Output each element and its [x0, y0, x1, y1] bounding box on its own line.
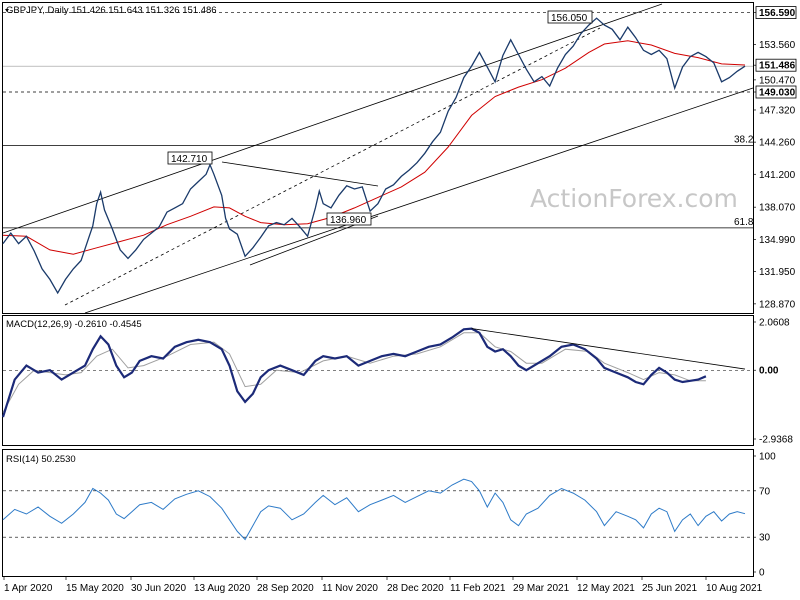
- watermark: ActionForex.com: [530, 184, 738, 213]
- rsi-tick-label-0: 0: [759, 568, 765, 579]
- channel-upper-line: [2, 3, 663, 234]
- channel-lower-line: [84, 87, 754, 314]
- price-tick-label-141.200: 141.200: [759, 170, 796, 181]
- annotation-label-142.710: 142.710: [171, 154, 208, 165]
- x-axis: 1 Apr 2020 15 May 2020 30 Jun 2020 13 Aug 2…: [3, 576, 763, 594]
- moving-average-line: [2, 40, 746, 255]
- x-tick-label-6: 28 Dec 2020: [387, 583, 444, 594]
- macd-panel-title: MACD(12,26,9) -0.2610 -0.4545: [6, 319, 142, 330]
- x-tick-label-10: 25 Jun 2021: [642, 583, 697, 594]
- price-tick-label-138.070: 138.070: [759, 203, 796, 214]
- price-tick-label-128.870: 128.870: [759, 299, 796, 310]
- macd-axis: 2.0608 0.00 -2.9368: [753, 318, 793, 446]
- channel-mid-dashed-line: [64, 27, 601, 306]
- price-tick-label-156.590: 156.590: [759, 8, 796, 19]
- price-tick-label-131.950: 131.950: [759, 267, 796, 278]
- annotation-box-142.710: [167, 151, 213, 165]
- price-tick-label-134.990: 134.990: [759, 235, 796, 246]
- rsi-levels: [3, 490, 753, 538]
- dropdown-triangle-icon: [5, 9, 9, 12]
- macd-panel-frame: [2, 315, 754, 446]
- fib-label-38.2: 38.2: [734, 134, 754, 145]
- price-annotations: 156.050 142.710 136.960: [167, 10, 593, 226]
- x-tick-label-9: 12 May 2021: [577, 583, 635, 594]
- rsi-tick-label-70: 70: [759, 486, 771, 497]
- rsi-axis: 100 70 30 0: [753, 452, 776, 579]
- rsi-tick-label-100: 100: [759, 452, 776, 463]
- price-tick-label-151.486: 151.486: [759, 61, 796, 72]
- triangle-upper-line: [221, 161, 379, 187]
- x-tick-label-1: 15 May 2020: [66, 583, 124, 594]
- x-tick-label-7: 11 Feb 2021: [450, 583, 506, 594]
- price-panel-frame: [2, 2, 754, 314]
- macd-tick-label-2.0608: 2.0608: [759, 318, 790, 329]
- price-tick-label-144.260: 144.260: [759, 138, 796, 149]
- price-series-line: [2, 17, 746, 295]
- price-tick-label-150.470: 150.470: [759, 75, 796, 86]
- x-tick-label-11: 10 Aug 2021: [706, 583, 763, 594]
- rsi-panel-frame: [2, 449, 754, 577]
- macd-trendline: [471, 328, 746, 370]
- annotation-label-136.960: 136.960: [330, 215, 367, 226]
- annotation-box-136.960: [326, 212, 372, 226]
- x-tick-label-2: 30 Jun 2020: [131, 583, 186, 594]
- rsi-tick-label-30: 30: [759, 533, 771, 544]
- price-tick-label-147.320: 147.320: [759, 105, 796, 116]
- annotation-label-156.050: 156.050: [551, 13, 588, 24]
- macd-tick-label--2.9368: -2.9368: [759, 435, 793, 446]
- price-tick-label-153.560: 153.560: [759, 40, 796, 51]
- macd-line: [1, 327, 707, 418]
- trend-channel: [2, 3, 754, 314]
- x-tick-label-5: 11 Nov 2020: [322, 583, 378, 594]
- x-tick-label-8: 29 Mar 2021: [513, 583, 570, 594]
- price-tick-label-149.030: 149.030: [759, 88, 796, 99]
- price-axis: 156.590 153.560 151.486 150.470 149.030 147.3…: [753, 6, 797, 310]
- price-levels: 38.2 61.8: [3, 12, 754, 229]
- rsi-panel-title: RSI(14) 50.2530: [6, 454, 76, 465]
- fib-label-61.8: 61.8: [734, 217, 754, 228]
- annotation-box-156.050: [547, 10, 593, 24]
- x-tick-label-0: 1 Apr 2020: [4, 583, 53, 594]
- x-tick-label-3: 13 Aug 2020: [194, 583, 251, 594]
- price-panel-title: GBPJPY, Daily 151.426 151.643 151.326 15…: [6, 5, 217, 16]
- macd-tick-label-0.00: 0.00: [759, 366, 779, 377]
- x-tick-label-4: 28 Sep 2020: [257, 583, 314, 594]
- rsi-line: [2, 478, 746, 541]
